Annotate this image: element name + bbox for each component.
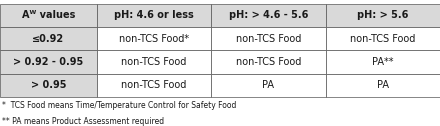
FancyBboxPatch shape bbox=[211, 50, 326, 74]
FancyBboxPatch shape bbox=[97, 27, 211, 50]
Text: Aᵂ values: Aᵂ values bbox=[22, 10, 75, 20]
Text: > 0.95: > 0.95 bbox=[31, 80, 66, 90]
Text: non-TCS Food*: non-TCS Food* bbox=[119, 34, 189, 44]
FancyBboxPatch shape bbox=[0, 50, 97, 74]
FancyBboxPatch shape bbox=[211, 27, 326, 50]
FancyBboxPatch shape bbox=[97, 50, 211, 74]
FancyBboxPatch shape bbox=[326, 4, 440, 27]
Text: ≤0.92: ≤0.92 bbox=[32, 34, 65, 44]
Text: non-TCS Food: non-TCS Food bbox=[121, 80, 187, 90]
Text: ** PA means Product Assessment required: ** PA means Product Assessment required bbox=[2, 117, 164, 126]
FancyBboxPatch shape bbox=[0, 4, 97, 27]
Text: > 0.92 - 0.95: > 0.92 - 0.95 bbox=[13, 57, 84, 67]
Text: PA: PA bbox=[377, 80, 389, 90]
Text: pH: > 5.6: pH: > 5.6 bbox=[357, 10, 408, 20]
FancyBboxPatch shape bbox=[211, 74, 326, 97]
Text: non-TCS Food: non-TCS Food bbox=[236, 34, 301, 44]
FancyBboxPatch shape bbox=[326, 50, 440, 74]
Text: pH: > 4.6 - 5.6: pH: > 4.6 - 5.6 bbox=[229, 10, 308, 20]
FancyBboxPatch shape bbox=[326, 27, 440, 50]
Text: *  TCS Food means Time/Temperature Control for Safety Food: * TCS Food means Time/Temperature Contro… bbox=[2, 101, 237, 110]
FancyBboxPatch shape bbox=[97, 74, 211, 97]
Text: pH: 4.6 or less: pH: 4.6 or less bbox=[114, 10, 194, 20]
Text: PA: PA bbox=[262, 80, 275, 90]
Text: non-TCS Food: non-TCS Food bbox=[236, 57, 301, 67]
FancyBboxPatch shape bbox=[326, 74, 440, 97]
FancyBboxPatch shape bbox=[0, 74, 97, 97]
Text: non-TCS Food: non-TCS Food bbox=[350, 34, 415, 44]
FancyBboxPatch shape bbox=[211, 4, 326, 27]
Text: PA**: PA** bbox=[372, 57, 393, 67]
Text: non-TCS Food: non-TCS Food bbox=[121, 57, 187, 67]
FancyBboxPatch shape bbox=[0, 27, 97, 50]
FancyBboxPatch shape bbox=[97, 4, 211, 27]
